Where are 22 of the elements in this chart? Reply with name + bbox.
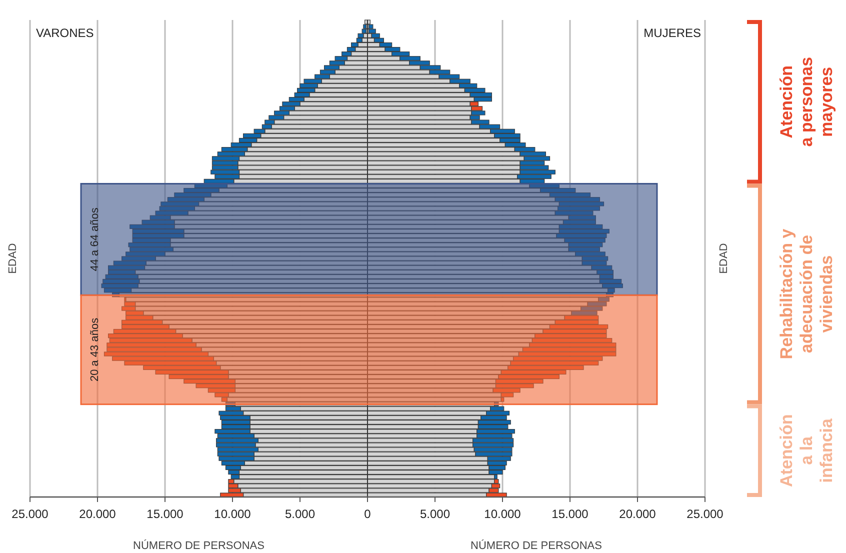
x-axis-title: NÚMERO DE PERSONAS	[133, 539, 264, 552]
x-tick-label: 20.000	[79, 507, 116, 521]
annotation: 44 a 64 años	[89, 207, 101, 272]
x-tick-label: 0	[364, 507, 372, 521]
text: NÚMERO DE PERSONAS	[470, 540, 602, 552]
x-tick-label: 25.000	[686, 507, 724, 521]
x-tick-label: 15.000	[552, 507, 589, 521]
annotation: VARONES	[36, 26, 94, 40]
x-tick-label: 10.000	[484, 507, 522, 521]
x-tick-label: 10.000	[214, 507, 252, 521]
x-tick-label: 20.000	[619, 507, 656, 521]
y-axis-title: EDAD	[7, 243, 19, 274]
x-tick-label: 5.000	[420, 507, 450, 521]
text: Atención a personas mayores	[777, 56, 836, 147]
text: Atención a la infancia	[777, 414, 836, 488]
x-tick-label: 5.000	[284, 507, 316, 521]
x-tick-label: 25.000	[12, 507, 49, 521]
annotation: MUJERES	[644, 26, 701, 40]
x-tick-label: 15.000	[146, 507, 184, 521]
text: Rehabilitación y adecuación de viviendas	[777, 228, 836, 360]
y2-axis-title: EDAD	[718, 243, 730, 274]
annotation: 20 a 43 años	[89, 317, 101, 382]
